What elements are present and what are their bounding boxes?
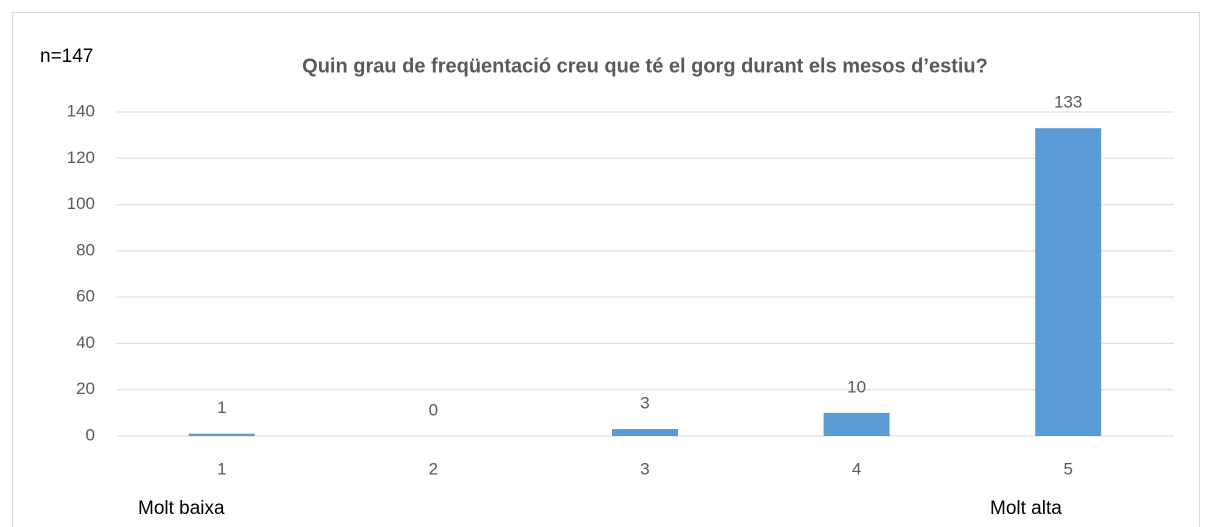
annotation: Molt alta xyxy=(990,498,1062,519)
bar xyxy=(612,429,678,436)
bar xyxy=(188,433,255,436)
data-label: 10 xyxy=(847,377,866,396)
x-tick-label: 2 xyxy=(429,459,438,478)
data-label: 1 xyxy=(217,398,226,417)
y-tick-label: 60 xyxy=(76,287,95,306)
y-tick-label: 20 xyxy=(76,379,95,398)
x-tick-label: 3 xyxy=(640,459,649,478)
data-label: 0 xyxy=(429,400,438,419)
y-tick-label: 120 xyxy=(67,148,95,167)
data-label: 3 xyxy=(640,394,649,413)
bar xyxy=(1035,128,1102,436)
x-tick-label: 4 xyxy=(852,459,861,478)
x-tick-label: 1 xyxy=(217,459,226,478)
y-tick-label: 0 xyxy=(86,425,95,444)
y-tick-label: 40 xyxy=(76,333,95,352)
chart-frame xyxy=(12,12,1200,527)
data-label: 133 xyxy=(1054,93,1082,112)
chart-title: Quin grau de freqüentació creu que té el… xyxy=(302,55,988,77)
y-tick-label: 80 xyxy=(76,240,95,259)
y-tick-label: 140 xyxy=(67,101,95,120)
annotation: Molt baixa xyxy=(138,498,225,519)
y-tick-label: 100 xyxy=(67,194,95,213)
x-tick-label: 5 xyxy=(1063,459,1072,478)
bar xyxy=(823,412,890,436)
annotation: n=147 xyxy=(40,46,93,67)
